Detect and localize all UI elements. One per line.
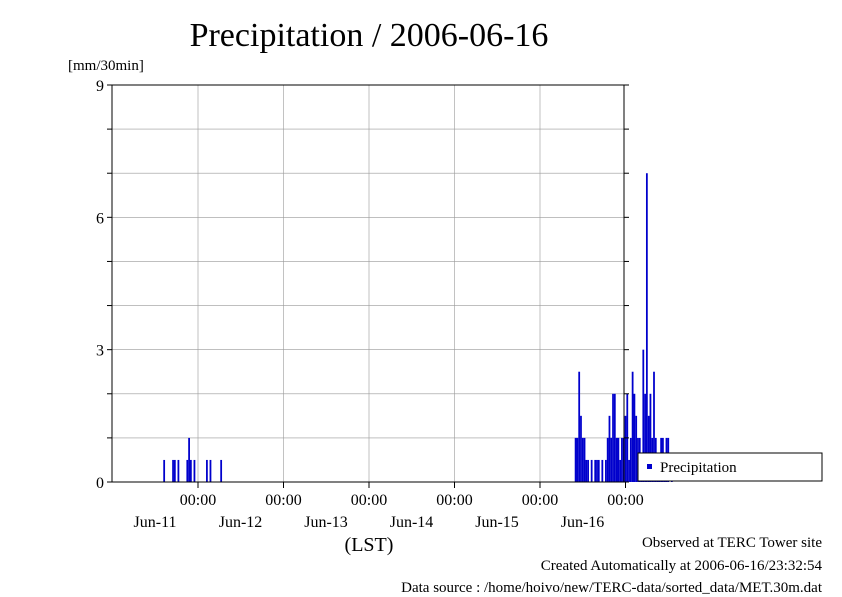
precipitation-bar bbox=[177, 459, 180, 482]
precipitation-bar bbox=[163, 459, 166, 482]
precipitation-bar bbox=[645, 173, 648, 482]
precipitation-bar bbox=[606, 437, 609, 482]
precipitation-bar bbox=[647, 415, 650, 482]
footer-data-source: Data source : /home/hoivo/new/TERC-data/… bbox=[401, 580, 822, 596]
precipitation-bar bbox=[581, 437, 584, 482]
precipitation-bar bbox=[189, 459, 192, 482]
x-tick-time-label: 00:00 bbox=[351, 492, 387, 509]
y-axis-unit-label: [mm/30min] bbox=[68, 58, 144, 74]
precipitation-bars bbox=[163, 173, 673, 482]
precipitation-bar bbox=[619, 459, 622, 482]
x-tick-time-label: 00:00 bbox=[522, 492, 558, 509]
precipitation-bar bbox=[644, 393, 646, 482]
y-axis: 0 3 6 9 bbox=[96, 78, 629, 492]
precipitation-bar bbox=[172, 459, 174, 482]
precipitation-bar bbox=[193, 459, 196, 482]
precipitation-bar bbox=[590, 459, 593, 482]
precipitation-bar bbox=[633, 393, 636, 482]
precipitation-bar bbox=[209, 459, 212, 482]
precipitation-bar bbox=[629, 437, 632, 482]
precipitation-bar bbox=[621, 437, 623, 482]
x-tick-date-label: Jun-14 bbox=[390, 514, 434, 531]
plot-frame bbox=[111, 84, 625, 483]
precipitation-bar bbox=[587, 459, 589, 482]
precipitation-bar bbox=[580, 415, 582, 482]
precipitation-bar bbox=[624, 415, 627, 482]
x-tick-time-label: 00:00 bbox=[180, 492, 216, 509]
precipitation-bar bbox=[188, 437, 190, 482]
x-tick-time-label: 00:00 bbox=[265, 492, 301, 509]
legend-swatch bbox=[647, 464, 652, 469]
x-tick-date-label: Jun-15 bbox=[475, 514, 519, 531]
precipitation-bar bbox=[585, 459, 588, 482]
precipitation-bar bbox=[608, 415, 611, 482]
precipitation-bar bbox=[583, 437, 586, 482]
footer-observed-at: Observed at TERC Tower site bbox=[641, 535, 822, 551]
precipitation-bar bbox=[649, 393, 652, 482]
legend-box bbox=[637, 452, 823, 482]
precipitation-bar bbox=[173, 459, 176, 482]
precipitation-bar bbox=[597, 459, 600, 482]
precipitation-bar bbox=[594, 459, 597, 482]
y-tick-label: 3 bbox=[96, 343, 104, 360]
x-tick-date-label: Jun-13 bbox=[304, 514, 348, 531]
x-tick-date-label: Jun-12 bbox=[219, 514, 263, 531]
precipitation-bar bbox=[578, 371, 581, 482]
precipitation-bar bbox=[642, 349, 645, 482]
x-tick-date-label: Jun-16 bbox=[561, 514, 605, 531]
precipitation-bar bbox=[574, 437, 577, 482]
y-tick-label: 9 bbox=[96, 78, 104, 95]
precipitation-bar bbox=[206, 459, 208, 482]
precipitation-bar bbox=[596, 459, 598, 482]
x-axis: 00:00Jun-1100:00Jun-1200:00Jun-1300:00Ju… bbox=[134, 482, 644, 531]
precipitation-bar bbox=[612, 393, 614, 482]
y-tick-label: 0 bbox=[96, 475, 104, 492]
precipitation-bar bbox=[631, 371, 634, 482]
precipitation-bar bbox=[576, 437, 579, 482]
legend-label: Precipitation bbox=[660, 460, 737, 476]
x-tick-date-label: Jun-11 bbox=[134, 514, 177, 531]
precipitation-bar bbox=[220, 459, 223, 482]
precipitation-bar bbox=[617, 437, 620, 482]
x-tick-time-label: 00:00 bbox=[607, 492, 643, 509]
precipitation-bar bbox=[653, 371, 655, 482]
precipitation-bar bbox=[601, 459, 604, 482]
y-tick-label: 6 bbox=[96, 210, 104, 227]
precipitation-bar bbox=[605, 459, 607, 482]
grid-lines bbox=[112, 85, 624, 482]
precipitation-bar bbox=[186, 459, 189, 482]
x-axis-label: (LST) bbox=[345, 534, 394, 556]
precipitation-bar bbox=[613, 393, 616, 482]
precipitation-bar bbox=[635, 415, 638, 482]
footer-created-at: Created Automatically at 2006-06-16/23:3… bbox=[540, 558, 822, 574]
precipitation-bar bbox=[628, 459, 630, 482]
chart-title: Precipitation / 2006-06-16 bbox=[190, 17, 549, 54]
precipitation-bar bbox=[610, 437, 613, 482]
x-tick-time-label: 00:00 bbox=[436, 492, 472, 509]
legend: Precipitation bbox=[637, 452, 823, 482]
precipitation-bar bbox=[615, 437, 618, 482]
